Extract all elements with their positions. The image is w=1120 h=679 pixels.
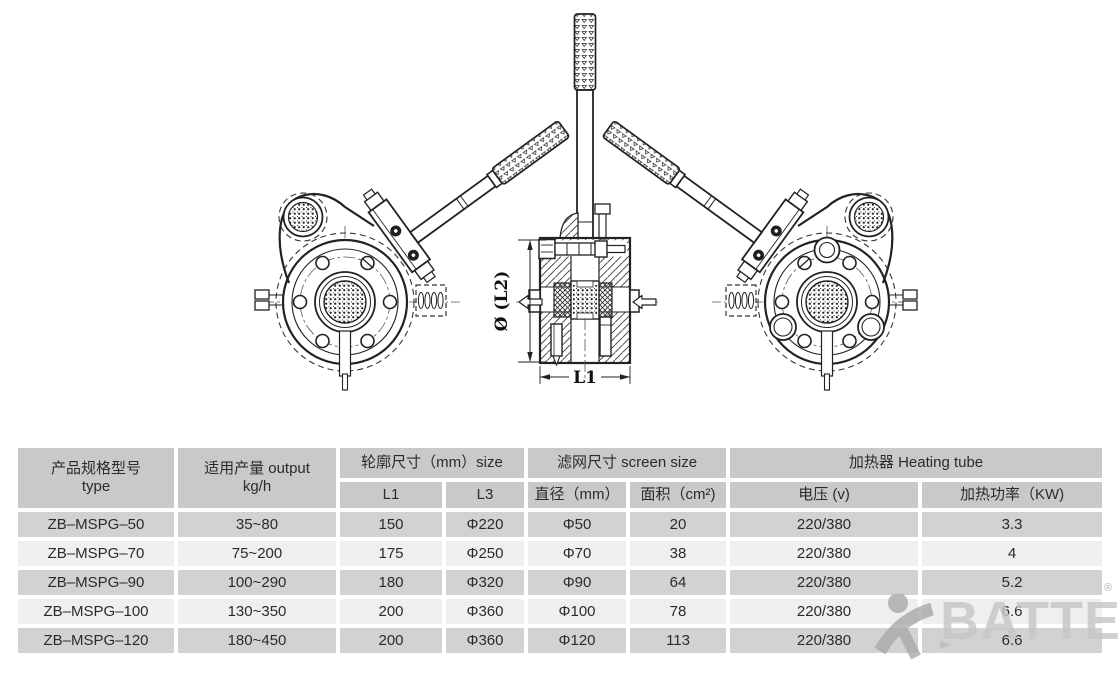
spec-table: 产品规格型号 type 适用产量 output kg/h 轮廓尺寸（mm）siz… xyxy=(14,444,1106,657)
cell-output: 35~80 xyxy=(178,512,336,537)
header-diameter: 直径（mm） xyxy=(528,482,627,508)
table-row: ZB–MSPG–70 75~200 175 Φ250 Φ70 38 220/38… xyxy=(18,541,1103,566)
cell-output: 100~290 xyxy=(178,570,336,595)
cell-diameter: Φ90 xyxy=(528,570,627,595)
cell-area: 113 xyxy=(630,628,727,653)
cell-output: 180~450 xyxy=(178,628,336,653)
hand-lever xyxy=(362,120,570,284)
cell-type: ZB–MSPG–100 xyxy=(18,599,174,624)
header-voltage: 电压 (v) xyxy=(730,482,919,508)
cell-power: 6.6 xyxy=(922,628,1103,653)
header-group-heating: 加热器 Heating tube xyxy=(730,448,1103,478)
cell-l3: Φ220 xyxy=(446,512,525,537)
cell-l3: Φ250 xyxy=(446,541,525,566)
header-output-unit: kg/h xyxy=(242,478,272,495)
cell-l1: 200 xyxy=(340,628,442,653)
cell-area: 64 xyxy=(630,570,727,595)
cell-l1: 180 xyxy=(340,570,442,595)
header-area: 面积（cm²) xyxy=(630,482,727,508)
cell-type: ZB–MSPG–50 xyxy=(18,512,174,537)
dimension-diameter: Ø (L2) xyxy=(492,239,546,363)
cell-voltage: 220/380 xyxy=(730,599,919,624)
dimension-length: L1 xyxy=(539,366,631,388)
cell-diameter: Φ50 xyxy=(528,512,627,537)
table-row: ZB–MSPG–50 35~80 150 Φ220 Φ50 20 220/380… xyxy=(18,512,1103,537)
hand-lever-vertical xyxy=(573,13,597,239)
cell-diameter: Φ120 xyxy=(528,628,627,653)
cell-voltage: 220/380 xyxy=(730,570,919,595)
table-row: ZB–MSPG–120 180~450 200 Φ360 Φ120 113 22… xyxy=(18,628,1103,653)
table-row: ZB–MSPG–90 100~290 180 Φ320 Φ90 64 220/3… xyxy=(18,570,1103,595)
header-type: 产品规格型号 type xyxy=(18,448,174,508)
header-l1: L1 xyxy=(340,482,442,508)
dimension-diameter-label: Ø (L2) xyxy=(492,271,512,332)
cell-area: 78 xyxy=(630,599,727,624)
header-group-size: 轮廓尺寸（mm）size xyxy=(340,448,525,478)
cell-l1: 175 xyxy=(340,541,442,566)
flow-arrow-right xyxy=(632,294,657,310)
cell-type: ZB–MSPG–70 xyxy=(18,541,174,566)
right-view-extra-holes xyxy=(769,236,885,341)
heater-box xyxy=(415,284,447,317)
cell-power: 4 xyxy=(922,541,1103,566)
dimension-length-label: L1 xyxy=(573,368,597,388)
right-view-drawing xyxy=(581,75,919,396)
cell-voltage: 220/380 xyxy=(730,512,919,537)
cell-l1: 200 xyxy=(340,599,442,624)
technical-drawing: Ø (L2) L1 xyxy=(254,13,919,396)
table-row: ZB–MSPG–100 130~350 200 Φ360 Φ100 78 220… xyxy=(18,599,1103,624)
cell-output: 75~200 xyxy=(178,541,336,566)
cell-l3: Φ320 xyxy=(446,570,525,595)
header-type-cn: 产品规格型号 xyxy=(50,460,141,477)
side-fitting xyxy=(254,289,284,311)
header-l3: L3 xyxy=(446,482,525,508)
cell-power: 6.6 xyxy=(922,599,1103,624)
cell-l1: 150 xyxy=(340,512,442,537)
cell-diameter: Φ70 xyxy=(528,541,627,566)
cell-voltage: 220/380 xyxy=(730,541,919,566)
cell-area: 20 xyxy=(630,512,727,537)
cell-voltage: 220/380 xyxy=(730,628,919,653)
cell-type: ZB–MSPG–120 xyxy=(18,628,174,653)
cell-output: 130~350 xyxy=(178,599,336,624)
section-view-drawing: Ø (L2) L1 xyxy=(492,13,658,388)
cell-l3: Φ360 xyxy=(446,628,525,653)
cell-diameter: Φ100 xyxy=(528,599,627,624)
header-output-cn: 适用产量 output xyxy=(204,460,310,477)
header-type-en: type xyxy=(81,478,111,495)
cell-type: ZB–MSPG–90 xyxy=(18,570,174,595)
header-group-screen: 滤网尺寸 screen size xyxy=(528,448,727,478)
left-view-drawing xyxy=(254,120,570,394)
header-power: 加热功率（KW) xyxy=(922,482,1103,508)
cell-area: 38 xyxy=(630,541,727,566)
cell-power: 3.3 xyxy=(922,512,1103,537)
cell-l3: Φ360 xyxy=(446,599,525,624)
cell-power: 5.2 xyxy=(922,570,1103,595)
header-output: 适用产量 output kg/h xyxy=(178,448,336,508)
